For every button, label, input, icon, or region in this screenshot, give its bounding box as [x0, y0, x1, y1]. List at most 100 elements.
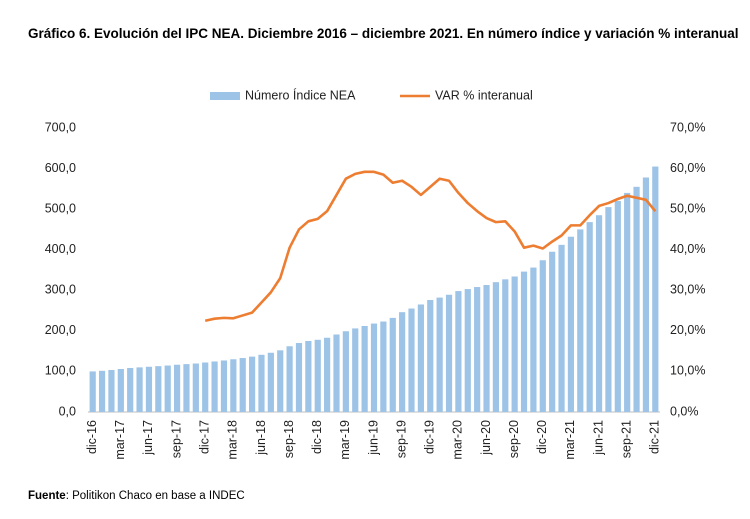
bar — [295, 343, 303, 412]
legend-label: Número Índice NEA — [245, 87, 356, 102]
bar — [530, 267, 537, 412]
bar — [483, 285, 490, 412]
bar — [342, 331, 349, 412]
x-tick-label: dic-19 — [423, 420, 437, 454]
y2-tick-label: 30,0% — [670, 283, 705, 297]
bar — [614, 201, 621, 412]
bar — [164, 365, 171, 412]
x-tick-label: sep-18 — [282, 420, 296, 458]
bar — [370, 323, 378, 412]
bar — [652, 166, 659, 412]
bar — [549, 251, 556, 412]
x-tick-label: jun-20 — [479, 420, 493, 456]
bar — [577, 229, 584, 412]
bar — [108, 370, 115, 412]
y2-tick-label: 0,0% — [670, 404, 699, 418]
x-tick-label: sep-20 — [507, 420, 521, 458]
bar — [445, 294, 453, 412]
y-tick-label: 100,0 — [45, 364, 76, 378]
bar — [605, 207, 612, 412]
source-text: : Politikon Chaco en base a INDEC — [65, 490, 245, 502]
bar — [277, 350, 284, 412]
bar — [89, 371, 96, 412]
bar — [230, 359, 237, 412]
bar — [399, 312, 406, 412]
bar — [145, 366, 153, 412]
y-tick-label: 300,0 — [45, 283, 76, 297]
bar — [427, 300, 434, 412]
y2-tick-label: 20,0% — [670, 323, 705, 337]
bar — [220, 360, 228, 412]
y-tick-label: 400,0 — [45, 242, 76, 256]
x-tick-label: mar-19 — [338, 420, 352, 460]
bar — [642, 177, 650, 412]
bar — [511, 276, 518, 412]
bar — [520, 271, 528, 412]
bar — [314, 339, 321, 412]
bar — [502, 279, 509, 412]
line — [204, 170, 657, 322]
bar — [136, 367, 143, 412]
y-tick-label: 200,0 — [45, 323, 76, 337]
bar — [267, 352, 274, 412]
bar — [567, 236, 575, 412]
chart: 0,0 100,0 200,0 300,0 400,0 500,0 600,0 700,0 0,… — [45, 87, 706, 460]
bar — [492, 282, 499, 412]
bar — [258, 354, 265, 412]
x-tick-label: mar-18 — [226, 420, 240, 460]
bar — [239, 358, 246, 412]
legend-label: VAR % interanual — [435, 88, 533, 102]
bar — [333, 334, 340, 412]
bar — [417, 304, 424, 412]
legend-swatch — [210, 92, 240, 100]
bar — [324, 337, 331, 412]
x-tick-label: dic-20 — [535, 420, 549, 454]
bar — [361, 325, 368, 412]
bar — [117, 368, 124, 412]
y2-tick-label: 40,0% — [670, 242, 705, 256]
bar — [211, 361, 218, 412]
source-note: Fuente: Politikon Chaco en base a INDEC — [28, 490, 245, 502]
bar — [305, 341, 312, 412]
bar — [202, 362, 209, 412]
bar — [474, 287, 481, 412]
bar — [286, 346, 293, 412]
y2-tick-label: 60,0% — [670, 161, 705, 175]
x-tick-label: mar-21 — [563, 420, 577, 460]
x-tick-label: sep-17 — [169, 420, 183, 458]
x-tick-label: jun-17 — [141, 420, 155, 456]
x-tick-label: dic-21 — [648, 420, 662, 454]
bar — [352, 328, 359, 412]
y-tick-label: 500,0 — [45, 201, 76, 215]
bar — [633, 186, 640, 412]
bar — [249, 356, 256, 412]
x-tick-label: mar-20 — [451, 420, 465, 460]
y2-tick-label: 10,0% — [670, 364, 705, 378]
bar — [155, 366, 162, 412]
bar — [380, 321, 387, 412]
x-tick-label: sep-19 — [394, 420, 408, 458]
x-tick-label: mar-17 — [113, 420, 127, 460]
bar — [586, 222, 593, 412]
bar — [464, 289, 471, 412]
x-tick-label: dic-18 — [310, 420, 324, 454]
x-tick-label: sep-21 — [619, 420, 633, 458]
bar — [595, 215, 603, 412]
y2-tick-label: 50,0% — [670, 201, 705, 215]
y-tick-label: 600,0 — [45, 161, 76, 175]
bar — [173, 364, 181, 412]
bar — [539, 260, 546, 412]
x-tick-label: jun-19 — [366, 420, 380, 456]
bar — [436, 297, 443, 412]
bar — [389, 317, 396, 412]
y2-tick-label: 70,0% — [670, 120, 705, 134]
y-tick-label: 0,0 — [59, 404, 76, 418]
y-tick-label: 700,0 — [45, 120, 76, 134]
chart-title: Gráfico 6. Evolución del IPC NEA. Diciem… — [28, 26, 739, 41]
bar — [624, 192, 631, 412]
bar — [408, 308, 415, 412]
x-tick-label: jun-21 — [591, 420, 605, 456]
x-tick-label: jun-18 — [254, 420, 268, 456]
x-tick-label: dic-17 — [198, 420, 212, 454]
